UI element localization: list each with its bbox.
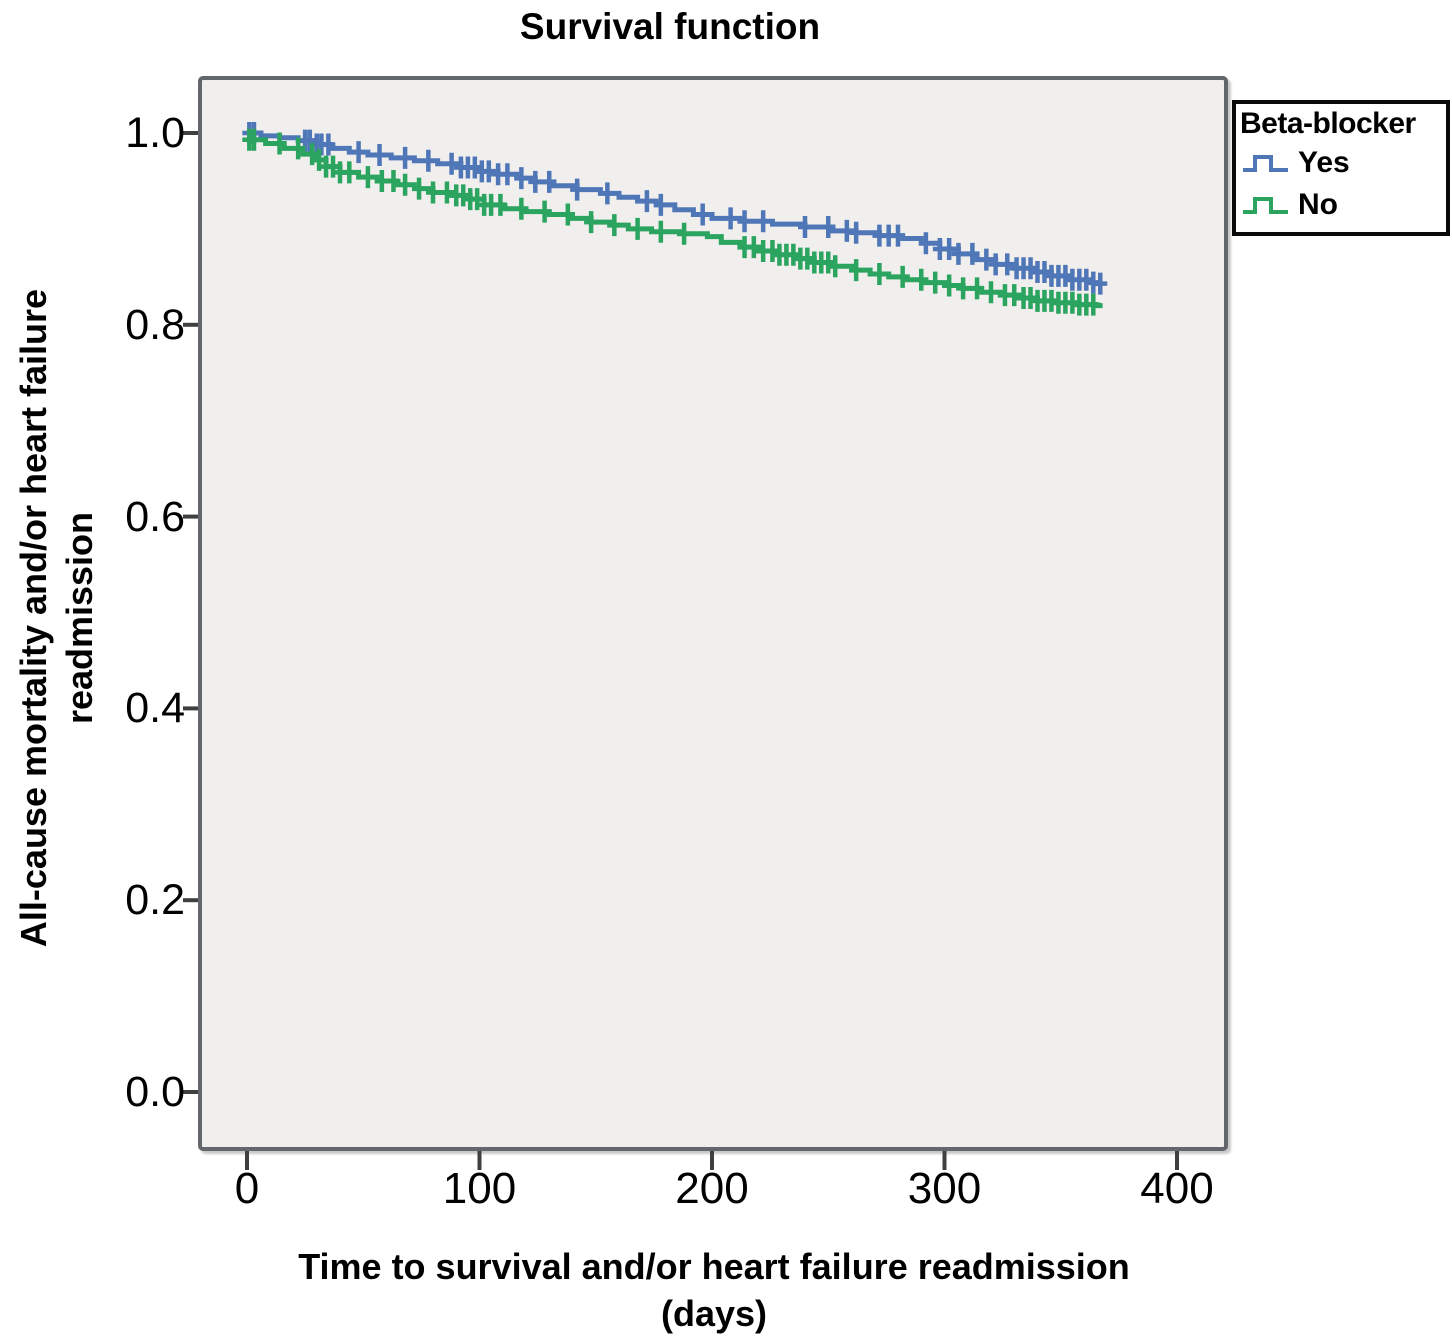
x-tick-label: 300 [907, 1164, 982, 1213]
y-axis-title-line2: readmission [59, 511, 100, 725]
x-tick-label: 200 [675, 1164, 749, 1213]
legend-title: Beta-blocker [1240, 107, 1416, 140]
y-tick-label: 0.6 [125, 492, 185, 541]
x-tick-label: 400 [1140, 1164, 1214, 1213]
y-tick-label: 0.8 [125, 300, 185, 349]
x-axis-title-line2: (days) [660, 1293, 768, 1334]
legend-label-yes: Yes [1298, 146, 1350, 179]
plot-area [198, 76, 1228, 1151]
no-step-line-icon [1243, 197, 1288, 214]
y-tick-label: 0.4 [125, 684, 185, 733]
legend-label-no: No [1298, 188, 1338, 221]
legend-item-yes: Yes [1240, 142, 1444, 184]
x-axis-title: Time to survival and/or heart failure re… [200, 1243, 1228, 1337]
legend-item-no: No [1240, 184, 1444, 226]
x-tick-label: 100 [442, 1164, 517, 1213]
y-tick-label: 1.0 [125, 109, 185, 157]
x-tick-label: 0 [234, 1164, 260, 1213]
yes-step-line-icon [1243, 155, 1288, 172]
y-tick-label: 0.0 [125, 1068, 185, 1116]
chart-title: Survival function [519, 6, 821, 47]
x-axis-title-line1: Time to survival and/or heart failure re… [298, 1246, 1130, 1287]
y-tick-label: 0.2 [125, 876, 185, 925]
legend-box: Beta-blocker Yes No [1232, 100, 1450, 236]
y-axis-title-line1: All-cause mortality and/or heart failure [13, 288, 54, 948]
